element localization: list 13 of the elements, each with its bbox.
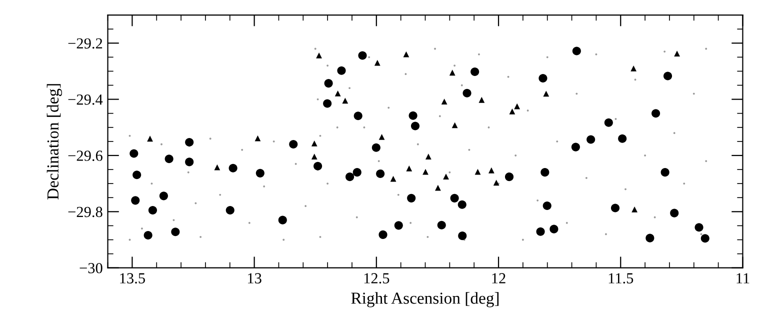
y-tick-label: −29.8 bbox=[68, 206, 102, 218]
x-axis-title: Right Ascension [deg] bbox=[351, 292, 499, 308]
y-tick-label: −30 bbox=[80, 262, 102, 274]
y-tick-label: −29.4 bbox=[68, 94, 103, 105]
x-tick-label: 11.5 bbox=[608, 273, 634, 284]
y-tick-label: −29.6 bbox=[68, 150, 102, 161]
y-tick-label: −29.2 bbox=[68, 38, 102, 49]
x-tick-label: 12.5 bbox=[364, 273, 390, 284]
x-tick-label: 13.5 bbox=[120, 273, 145, 284]
x-tick-label: 12 bbox=[492, 273, 506, 284]
y-axis-title: Declination [deg] bbox=[46, 84, 62, 200]
x-tick-label: 11 bbox=[736, 273, 750, 284]
x-tick-label: 13 bbox=[248, 273, 262, 284]
